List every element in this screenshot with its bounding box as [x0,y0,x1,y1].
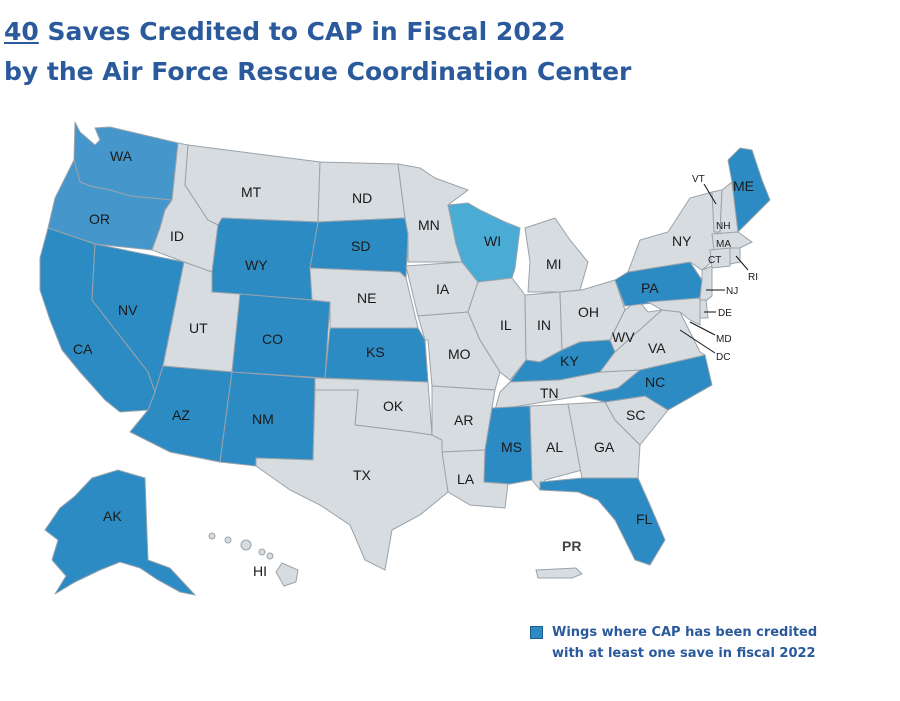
label-NC: NC [645,374,665,390]
title-line2: by the Air Force Rescue Coordination Cen… [4,57,632,86]
state-MA[interactable] [711,231,753,251]
label-PA: PA [641,280,659,296]
label-SD: SD [351,238,370,254]
label-MO: MO [448,346,471,362]
label-CO: CO [262,331,283,347]
title-line1-rest: Saves Credited to CAP in Fiscal 2022 [38,17,566,46]
state-RI[interactable] [729,247,741,265]
state-DE[interactable] [699,299,709,319]
label-UT: UT [189,320,208,336]
label-MI: MI [546,256,562,272]
label-MN: MN [418,217,440,233]
label-OR: OR [89,211,110,227]
state-ME[interactable] [727,147,771,234]
state-MD[interactable] [646,297,701,326]
label-ID: ID [170,228,184,244]
label-IL: IL [500,317,512,333]
label-TN: TN [540,385,559,401]
label-ND: ND [352,190,372,206]
state-KS[interactable] [324,327,429,383]
state-CT[interactable] [709,247,731,269]
label-TX: TX [353,467,372,483]
label-FL: FL [636,511,653,527]
callout-ri [735,255,749,271]
label-KS: KS [366,344,385,360]
state-MI[interactable] [524,217,589,293]
state-HI[interactable] [208,532,299,587]
label-WI: WI [484,233,501,249]
state-NC[interactable] [579,354,713,411]
label-KY: KY [560,353,579,369]
label-NE: NE [357,290,376,306]
label-NM: NM [252,411,274,427]
label-HI: HI [253,563,267,579]
label-OK: OK [383,398,404,414]
map-title: 40 Saves Credited to CAP in Fiscal 2022 b… [4,12,631,92]
state-FL[interactable] [539,477,666,566]
state-AK[interactable] [44,469,197,596]
label-NV: NV [118,302,138,318]
label-OH: OH [578,304,599,320]
callout-vt [703,183,717,205]
label-WY: WY [245,257,268,273]
callout-dc [679,329,716,354]
label-DE: DE [718,308,732,319]
state-TX[interactable] [255,389,449,571]
label-CA: CA [73,341,93,357]
state-CO[interactable] [231,293,331,379]
state-WI[interactable] [447,202,521,283]
label-MS: MS [501,439,522,455]
label-GA: GA [594,439,615,455]
label-IN: IN [537,317,551,333]
label-WV: WV [612,329,635,345]
state-WV[interactable] [609,299,664,353]
label-MA: MA [716,239,731,250]
label-MD: MD [716,334,732,345]
legend-swatch [530,626,543,639]
label-PR: PR [562,538,581,554]
label-AZ: AZ [172,407,190,423]
label-NY: NY [672,233,692,249]
saves-count: 40 [4,17,39,46]
label-SC: SC [626,407,645,423]
legend-text: Wings where CAP has been credited with a… [552,625,818,661]
state-PR[interactable] [535,567,583,579]
label-AK: AK [103,508,122,524]
label-NH: NH [716,221,730,232]
label-MT: MT [241,184,262,200]
label-ME: ME [733,178,754,194]
label-AL: AL [546,439,563,455]
callout-md [689,321,716,336]
state-NY[interactable] [627,191,719,273]
label-RI: RI [748,272,758,283]
label-CT: CT [708,255,721,266]
label-WA: WA [110,148,133,164]
label-LA: LA [457,471,475,487]
label-IA: IA [436,281,450,297]
state-IL[interactable] [467,277,527,381]
label-NJ: NJ [726,286,738,297]
label-VA: VA [648,340,666,356]
label-DC: DC [716,352,730,363]
label-VT: VT [692,174,705,185]
state-NJ[interactable] [699,265,713,305]
label-AR: AR [454,412,473,428]
